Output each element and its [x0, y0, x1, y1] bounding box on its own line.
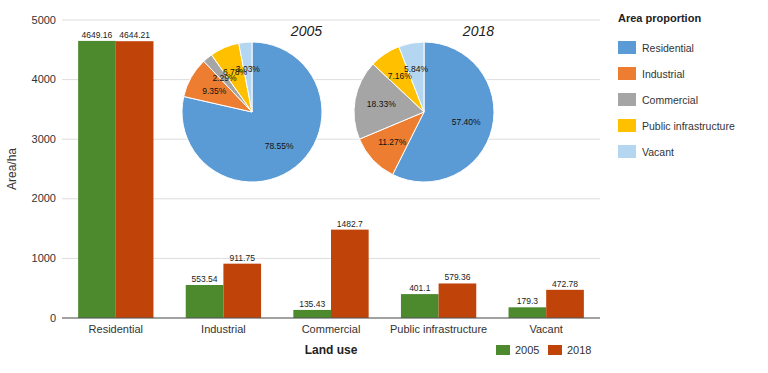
x-axis: Residential Industrial Commercial Public in…: [89, 323, 563, 335]
legend-swatch: [618, 67, 636, 80]
legend-label: Public infrastructure: [642, 120, 735, 132]
bar: [401, 294, 439, 318]
y-axis-label: Area/ha: [5, 148, 19, 190]
pie-label: 9.35%: [202, 86, 227, 96]
pie-label: 18.33%: [367, 99, 396, 109]
pie-label: 57.40%: [452, 117, 481, 127]
legend-swatch: [618, 145, 636, 158]
bar: [331, 230, 369, 318]
pie: [182, 42, 322, 182]
legend-swatch: [618, 41, 636, 54]
pie-label: 5.84%: [404, 64, 429, 74]
data-label: 472.78: [552, 279, 578, 289]
legend-label: Commercial: [642, 94, 698, 106]
bar: [439, 283, 477, 318]
pie-legend: Area proportion Residential Industrial Comm…: [618, 12, 735, 158]
x-tick-label: Vacant: [529, 323, 562, 335]
data-label: 1482.7: [337, 219, 363, 229]
pie-labels: 78.55%9.35%2.29%6.78%3.03%: [202, 64, 294, 151]
bars: [78, 41, 584, 318]
data-label: 911.75: [230, 253, 256, 263]
legend-label: Industrial: [642, 68, 685, 80]
legend-swatch: [496, 345, 510, 355]
bar: [186, 285, 224, 318]
x-tick-label: Commercial: [302, 323, 361, 335]
y-axis: 0 1000 2000 3000 4000 5000: [32, 14, 600, 324]
pie-label: 78.55%: [265, 141, 294, 151]
data-label: 401.1: [409, 283, 431, 293]
pie-title: 2005: [290, 23, 322, 39]
legend-swatch: [618, 93, 636, 106]
bar: [223, 264, 261, 318]
y-tick-label: 5000: [32, 14, 56, 26]
data-label: 4644.21: [119, 30, 150, 40]
data-label: 135.43: [299, 299, 325, 309]
pie: [354, 42, 494, 182]
bar: [116, 41, 154, 318]
grid-line: [62, 20, 600, 21]
pie-labels: 57.40%11.27%18.33%7.16%5.84%: [367, 64, 481, 146]
chart: 0 1000 2000 3000 4000 5000 Area/ha 4649.16 553.5…: [0, 0, 768, 373]
legend-label: 2005: [515, 344, 539, 356]
data-label: 553.54: [192, 274, 218, 284]
legend-swatch: [618, 119, 636, 132]
x-axis-label: Land use: [305, 343, 358, 357]
y-tick-label: 1000: [32, 252, 56, 264]
legend-swatch: [548, 345, 562, 355]
bar-legend: 2005 2018: [496, 344, 591, 356]
x-tick-label: Public infrastructure: [390, 323, 487, 335]
y-tick-label: 2000: [32, 192, 56, 204]
y-tick-label: 4000: [32, 73, 56, 85]
data-label: 4649.16: [82, 30, 113, 40]
bar: [546, 290, 584, 318]
pie-title: 2018: [462, 23, 494, 39]
bar: [509, 307, 547, 318]
pie-label: 3.03%: [236, 64, 261, 74]
legend-label: 2018: [567, 344, 591, 356]
data-label: 179.3: [517, 296, 539, 306]
x-tick-label: Residential: [89, 323, 143, 335]
legend-title: Area proportion: [618, 12, 701, 24]
legend-label: Vacant: [642, 146, 674, 158]
y-tick-label: 0: [50, 312, 56, 324]
legend-label: Residential: [642, 42, 694, 54]
grid-line: [62, 318, 600, 319]
bar: [78, 41, 116, 318]
x-axis-line: [62, 318, 600, 319]
data-labels: 4649.16 553.54 135.43 401.1 179.3 4644.21 911.…: [82, 30, 579, 309]
data-label: 579.36: [444, 272, 470, 282]
pie-slice: [182, 42, 322, 182]
x-tick-label: Industrial: [201, 323, 246, 335]
y-tick-label: 3000: [32, 133, 56, 145]
bar: [293, 310, 331, 318]
pie-label: 11.27%: [378, 137, 407, 147]
